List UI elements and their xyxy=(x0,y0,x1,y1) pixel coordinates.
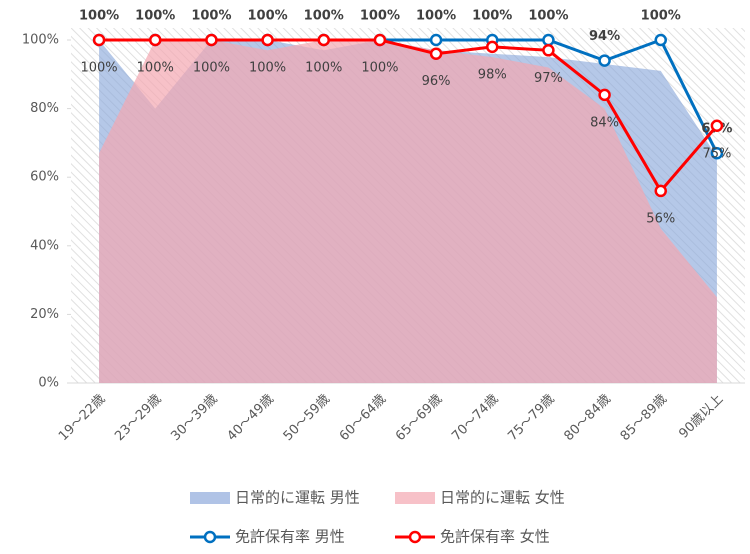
x-tick-label: 85～89歳 xyxy=(618,392,670,444)
marker xyxy=(373,33,387,47)
y-tick-label: 100% xyxy=(22,33,59,48)
data-label: 100% xyxy=(79,9,119,24)
legend-label: 日常的に運転 男性 xyxy=(235,489,360,507)
legend-label: 免許保有率 女性 xyxy=(440,528,550,546)
data-label: 100% xyxy=(137,61,174,76)
data-label: 96% xyxy=(422,74,451,89)
x-tick-label: 65～69歳 xyxy=(393,392,445,444)
data-label: 84% xyxy=(590,115,619,130)
x-tick-label: 70～74歳 xyxy=(449,392,501,444)
y-tick-label: 20% xyxy=(30,307,59,322)
marker xyxy=(205,33,218,47)
marker xyxy=(149,33,162,47)
data-label: 100% xyxy=(135,9,175,24)
x-tick-label: 90歳以上 xyxy=(676,392,726,442)
x-tick-label: 50～59歳 xyxy=(281,392,333,444)
marker xyxy=(598,88,611,102)
y-tick-label: 60% xyxy=(30,170,59,185)
legend-marker xyxy=(408,530,422,544)
marker xyxy=(654,184,667,198)
legend-swatch xyxy=(190,492,230,504)
data-label: 100% xyxy=(360,9,400,24)
legend-swatch xyxy=(395,492,435,504)
marker xyxy=(92,33,106,47)
marker xyxy=(654,33,667,47)
marker xyxy=(486,40,499,54)
data-label: 100% xyxy=(193,61,230,76)
data-label: 100% xyxy=(191,9,231,24)
marker xyxy=(542,33,555,47)
marker xyxy=(429,47,443,60)
marker xyxy=(317,33,330,47)
marker xyxy=(710,119,724,132)
x-tick-label: 80～84歳 xyxy=(561,392,613,444)
marker xyxy=(598,54,611,67)
x-tick-label: 75～79歳 xyxy=(505,392,557,444)
data-label: 100% xyxy=(304,9,344,24)
area xyxy=(99,40,717,383)
x-tick-label: 40～49歳 xyxy=(224,392,276,444)
legend-label: 日常的に運転 女性 xyxy=(440,489,565,507)
data-label: 97% xyxy=(534,71,563,86)
data-label: 100% xyxy=(416,9,456,24)
data-label: 100% xyxy=(305,61,342,76)
x-tick-label: 60～64歳 xyxy=(337,392,389,444)
x-tick-label: 19～22歳 xyxy=(56,392,108,444)
marker xyxy=(429,33,443,47)
data-label: 100% xyxy=(528,9,568,24)
x-tick-label: 23～29歳 xyxy=(112,392,164,444)
marker xyxy=(261,33,274,47)
data-label: 100% xyxy=(641,9,681,24)
data-label: 100% xyxy=(361,61,398,76)
data-label: 56% xyxy=(646,211,675,226)
line xyxy=(99,38,719,194)
data-label: 100% xyxy=(247,9,287,24)
legend-marker xyxy=(203,530,217,544)
data-label: 75% xyxy=(702,146,731,161)
data-label: 100% xyxy=(472,9,512,24)
data-label: 100% xyxy=(249,61,286,76)
y-tick-label: 80% xyxy=(30,101,59,116)
data-label: 94% xyxy=(589,29,620,44)
x-tick-label: 30～39歳 xyxy=(168,392,220,444)
marker xyxy=(710,146,724,160)
data-label: 98% xyxy=(478,67,507,82)
y-tick-label: 40% xyxy=(30,238,59,253)
data-label: 100% xyxy=(80,61,117,76)
marker xyxy=(542,44,555,57)
legend-label: 免許保有率 男性 xyxy=(235,528,345,546)
y-tick-label: 0% xyxy=(38,376,59,391)
